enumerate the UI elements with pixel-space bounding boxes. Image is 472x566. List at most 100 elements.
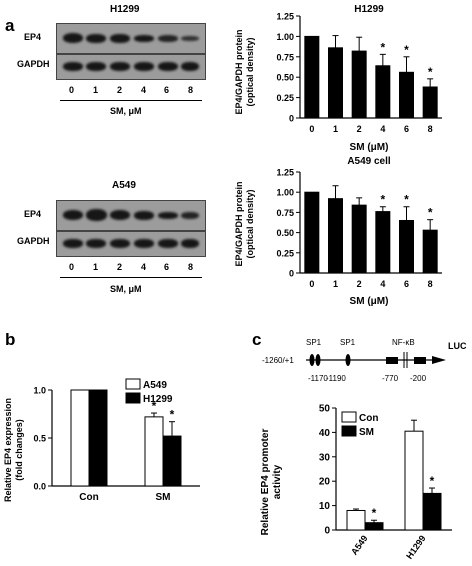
- x-tick-label: 2: [357, 279, 362, 289]
- y-axis-label-line2: (fold changes): [14, 419, 24, 481]
- blot-title: H1299: [110, 4, 140, 15]
- site-label: SP1: [306, 338, 322, 347]
- legend-swatch: [125, 378, 141, 390]
- x-tick-label: 0: [309, 279, 314, 289]
- lane-label: 1: [93, 85, 99, 95]
- sp1-site: [345, 354, 351, 366]
- bar: [88, 389, 108, 487]
- position-label: -200: [410, 374, 427, 383]
- y-axis-label: Relative EP4 promoter activity: [260, 429, 283, 536]
- blot-row-label-gapdh: GAPDH: [17, 236, 50, 246]
- blot-band: [86, 209, 107, 221]
- y-tick-label: 1.25: [276, 168, 294, 178]
- legend-label: H1299: [143, 394, 173, 405]
- x-axis-label: SM (μM): [350, 142, 389, 153]
- promoter-arrow: [432, 356, 446, 364]
- lane-label: 0: [69, 262, 75, 272]
- y-tick-label: 0: [289, 269, 294, 279]
- bar: [404, 430, 424, 531]
- x-tick-label: Con: [79, 492, 98, 503]
- chart-a549-ep4: A549 cell EP4/GAPDH protein (optical den…: [234, 156, 442, 307]
- lane-label: 4: [141, 262, 147, 272]
- chart-h1299-ep4: H1299 EP4/GAPDH protein (optical density…: [234, 4, 442, 153]
- significance-marker: *: [170, 408, 175, 422]
- panel-letter-c: c: [252, 330, 262, 349]
- blot-band: [110, 34, 130, 43]
- blot-band: [63, 239, 83, 248]
- bar: [351, 50, 367, 119]
- blot-band: [181, 239, 199, 248]
- plot-area: 0 0.25 0.50 0.75 1.00 1.25 0 1 2 * 4 * 6 * 8: [276, 168, 442, 289]
- significance-marker: *: [380, 40, 385, 54]
- y-tick-label: 1.0: [33, 386, 46, 396]
- blot-band: [181, 212, 199, 219]
- bar: [328, 47, 343, 119]
- bar: [351, 204, 367, 274]
- y-tick-label: 30: [319, 452, 331, 463]
- lane-label: 6: [164, 85, 170, 95]
- reporter-label: LUC: [448, 341, 467, 351]
- promoter-range-label: -1260/+1: [262, 356, 294, 365]
- legend: A549 H1299: [125, 378, 173, 405]
- y-axis-label: Relative EP4 expression (fold changes): [3, 398, 24, 502]
- significance-marker: *: [152, 399, 157, 413]
- y-tick-label: 0: [324, 526, 330, 537]
- bar: [399, 219, 414, 274]
- position-label: -770: [382, 374, 399, 383]
- blot-band: [134, 35, 154, 42]
- y-tick-label: 10: [319, 501, 331, 512]
- lane-label: 2: [117, 262, 123, 272]
- lane-divider: [60, 277, 202, 278]
- blot-band: [134, 211, 154, 220]
- significance-marker: *: [404, 43, 409, 57]
- blot-band: [86, 62, 106, 71]
- chart-relative-ep4-expression: Relative EP4 expression (fold changes) 0…: [3, 378, 200, 503]
- y-axis-label-line1: EP4/GAPDH protein: [234, 29, 244, 114]
- y-tick-label: 0.50: [276, 73, 294, 83]
- site-label: NF-κB: [392, 338, 415, 347]
- legend: Con SM: [341, 411, 378, 438]
- x-tick-label: 6: [404, 279, 409, 289]
- y-tick-label: 50: [319, 404, 331, 415]
- y-axis-label-line1: Relative EP4 promoter: [260, 429, 271, 536]
- y-tick-label: 0.75: [276, 52, 294, 62]
- legend-swatch: [341, 425, 357, 437]
- bar: [346, 509, 366, 531]
- chart-relative-ep4-promoter-activity: Relative EP4 promoter activity 0 10 20 30 40…: [260, 404, 452, 561]
- significance-marker: *: [372, 506, 377, 520]
- y-axis-label: EP4/GAPDH protein (optical density): [234, 181, 255, 266]
- bar: [399, 71, 414, 119]
- y-tick-label: 40: [319, 428, 331, 439]
- nfkb-site: [386, 357, 398, 364]
- sp1-site: [309, 354, 315, 366]
- bar: [375, 211, 391, 274]
- x-tick-label: SM: [156, 492, 171, 503]
- legend-label: A549: [143, 380, 167, 391]
- position-label: -1170: [308, 374, 328, 383]
- x-tick-label: 6: [404, 124, 409, 134]
- blot-band: [110, 62, 130, 71]
- site-label: SP1: [340, 338, 356, 347]
- x-axis-label: SM (μM): [350, 296, 389, 307]
- lane-label: 8: [188, 85, 194, 95]
- significance-marker: *: [404, 193, 409, 207]
- western-blot-a549: A549 EP4 GAPDH 0 1 2 4 6 8 SM, μM: [0, 175, 210, 310]
- y-tick-label: 1.00: [276, 32, 294, 42]
- sp1-site: [315, 354, 321, 366]
- bar: [422, 229, 438, 274]
- lane-label: 0: [69, 85, 75, 95]
- lane-divider: [60, 100, 202, 101]
- x-tick-label: 8: [428, 279, 433, 289]
- y-tick-label: 0: [289, 114, 294, 124]
- x-tick-label: A549: [349, 533, 370, 556]
- y-axis-label: EP4/GAPDH protein (optical density): [234, 29, 255, 114]
- lane-label: 1: [93, 262, 99, 272]
- y-axis-label-line1: Relative EP4 expression: [3, 398, 13, 502]
- western-blot-h1299: H1299 EP4 GAPDH 0 1 2 4 6 8 SM, μM: [0, 0, 210, 135]
- y-tick-label: 0.5: [33, 434, 46, 444]
- chart-title: H1299: [354, 4, 384, 15]
- blot-band: [134, 239, 154, 248]
- bar: [422, 86, 438, 119]
- promoter-schematic: LUC -1260/+1 SP1 SP1 NF-κB -1170 -1190 -…: [262, 338, 467, 383]
